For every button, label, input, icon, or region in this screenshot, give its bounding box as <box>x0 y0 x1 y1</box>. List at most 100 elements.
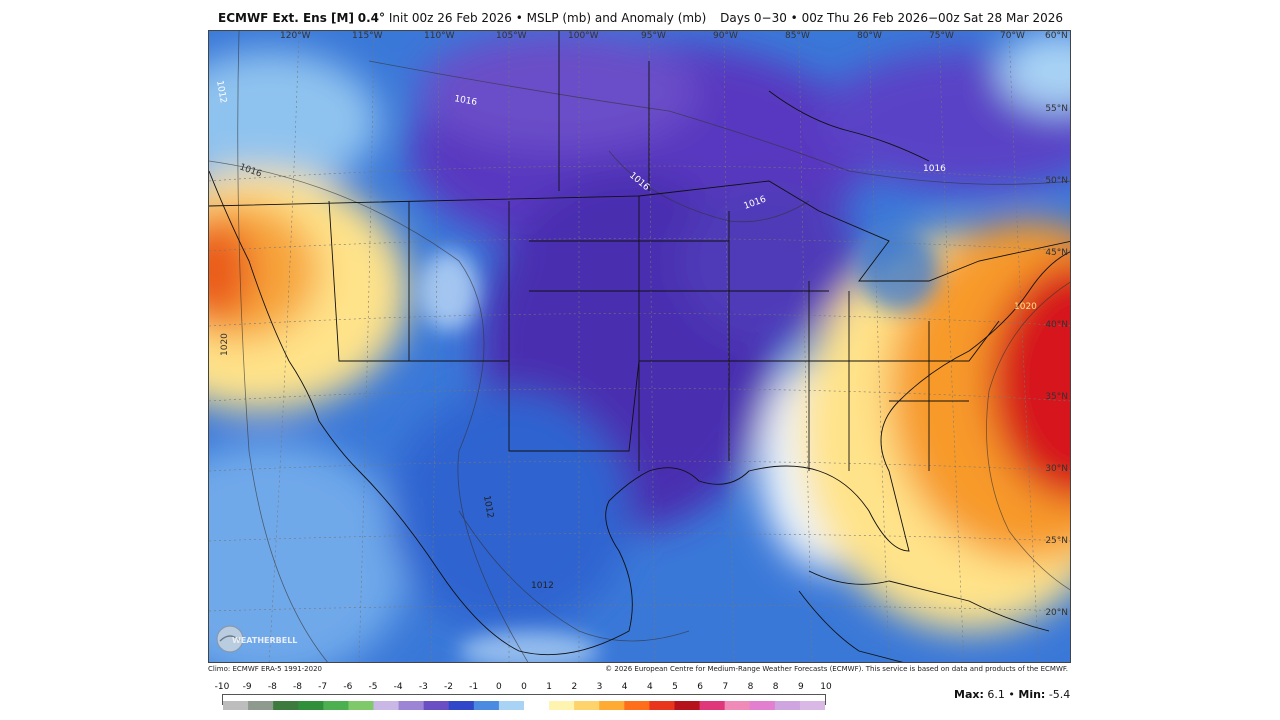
lon-label: 90°W <box>713 31 738 41</box>
colorbar-tick: 4 <box>621 682 628 692</box>
colorbar-segment <box>549 701 575 710</box>
colorbar-tick: -9 <box>242 682 252 692</box>
lat-label: 40°N <box>1045 320 1068 330</box>
colorbar-svg <box>223 701 826 710</box>
colorbar-segment <box>574 701 600 710</box>
min-value: -5.4 <box>1048 688 1071 701</box>
model-resolution: 0.4° <box>357 11 386 25</box>
colorbar-tick: 2 <box>571 682 578 692</box>
colorbar-segment <box>223 701 249 710</box>
colorbar-ticks: -10 -9 -8 -8 -7 -6 -5 -4 -3 -2 -1 0 0 1 2 3 4 4 5 6 7 8 8 9 10 <box>215 682 832 694</box>
contour-label: 1020 <box>1014 302 1037 312</box>
lat-label: 55°N <box>1045 104 1068 114</box>
model-name: ECMWF Ext. Ens [M] <box>218 11 354 25</box>
lon-label: 120°W <box>280 31 311 41</box>
logo-svg: WEATHERBELL <box>216 625 297 653</box>
forecast-period: Days 0−30 • 00z Thu 26 Feb 2026−00z Sat … <box>720 11 1063 25</box>
colorbar-tick: 8 <box>747 682 754 692</box>
colorbar-segment <box>248 701 274 710</box>
colorbar-tick: 0 <box>495 682 502 692</box>
colorbar-segment <box>273 701 299 710</box>
lon-label: 110°W <box>424 31 455 41</box>
colorbar-segment <box>624 701 650 710</box>
colorbar-segment <box>724 701 751 710</box>
colorbar-segment <box>699 701 726 710</box>
graticule <box>209 31 1070 662</box>
colorbar-tick: -1 <box>469 682 479 692</box>
lat-label: 35°N <box>1045 392 1068 402</box>
min-label: Min: <box>1018 688 1046 701</box>
weatherbell-logo: WEATHERBELL <box>214 623 300 655</box>
lat-label: 30°N <box>1045 464 1068 474</box>
lat-label: 25°N <box>1045 536 1068 546</box>
colorbar-segment <box>423 701 450 710</box>
colorbar-segment <box>649 701 675 710</box>
colorbar-segment <box>323 701 349 710</box>
max-label: Max: <box>954 688 984 701</box>
contour-label: 1012 <box>531 581 554 591</box>
lon-label: 100°W <box>568 31 599 41</box>
colorbar <box>222 694 826 710</box>
colorbar-segment <box>373 701 400 710</box>
logo-text: WEATHERBELL <box>232 636 297 645</box>
boundaries <box>209 31 1070 662</box>
colorbar-tick: -10 <box>214 682 230 692</box>
contour-label: 1016 <box>453 94 478 108</box>
contour-label: 1020 <box>220 333 230 356</box>
field-name: • MSLP (mb) and Anomaly (mb) <box>515 11 707 25</box>
lon-label: 70°W <box>1000 31 1025 41</box>
lat-label: 20°N <box>1045 608 1068 618</box>
colorbar-tick: -3 <box>418 682 428 692</box>
colorbar-tick: -8 <box>293 682 302 692</box>
copyright-note: © 2026 European Centre for Medium-Range … <box>605 665 1068 673</box>
colorbar-tick: -6 <box>343 682 353 692</box>
colorbar-tick: -5 <box>368 682 378 692</box>
anomaly-map: 1012 1016 1016 1016 1016 1016 1020 1020 … <box>208 30 1071 663</box>
init-time: Init 00z 26 Feb 2026 <box>388 11 512 25</box>
colorbar-segment <box>448 701 475 710</box>
max-min-stats: Max: 6.1 • Min: -5.4 <box>954 688 1070 701</box>
field-detail <box>419 231 939 662</box>
lat-label: 45°N <box>1045 248 1068 258</box>
colorbar-segment <box>799 701 826 710</box>
contour-label: 1016 <box>923 164 946 174</box>
lon-label: 95°W <box>641 31 666 41</box>
climo-note: Climo: ECMWF ERA-5 1991-2020 <box>208 665 322 673</box>
lon-label: 75°W <box>929 31 954 41</box>
stats-separator: • <box>1008 688 1015 701</box>
lon-label: 115°W <box>352 31 383 41</box>
colorbar-tick: -2 <box>444 682 453 692</box>
map-title: ECMWF Ext. Ens [M] 0.4° Init 00z 26 Feb … <box>218 11 706 25</box>
colorbar-tick: 10 <box>820 682 832 692</box>
lon-label: 85°W <box>785 31 810 41</box>
colorbar-tick: -4 <box>393 682 403 692</box>
map-svg: 1012 1016 1016 1016 1016 1016 1020 1020 … <box>209 31 1070 662</box>
colorbar-tick: 8 <box>772 682 779 692</box>
colorbar-segment <box>348 701 374 710</box>
colorbar-segment <box>599 701 625 710</box>
colorbar-segment <box>298 701 324 710</box>
colorbar-tick: 1 <box>546 682 553 692</box>
lat-label: 50°N <box>1045 176 1068 186</box>
colorbar-tick: 7 <box>722 682 729 692</box>
lon-label: 80°W <box>857 31 882 41</box>
contour-label: 1012 <box>214 80 228 104</box>
lat-label-top: 60°N <box>1045 31 1068 41</box>
colorbar-segment <box>524 701 550 710</box>
colorbar-segment <box>473 701 500 710</box>
max-value: 6.1 <box>987 688 1005 701</box>
lon-label: 105°W <box>496 31 527 41</box>
colorbar-segment <box>749 701 776 710</box>
colorbar-segment <box>498 701 525 710</box>
colorbar-tick: 0 <box>521 682 527 692</box>
colorbar-segment <box>398 701 425 710</box>
colorbar-tick: 3 <box>596 682 603 692</box>
colorbar-tick: -7 <box>318 682 328 692</box>
contour-label: 1012 <box>481 495 495 519</box>
colorbar-tick: 4 <box>646 682 653 692</box>
colorbar-tick: 5 <box>672 682 678 692</box>
colorbar-segment <box>774 701 801 710</box>
colorbar-tick: 9 <box>797 682 804 692</box>
colorbar-segment <box>674 701 701 710</box>
colorbar-tick: -8 <box>267 682 277 692</box>
